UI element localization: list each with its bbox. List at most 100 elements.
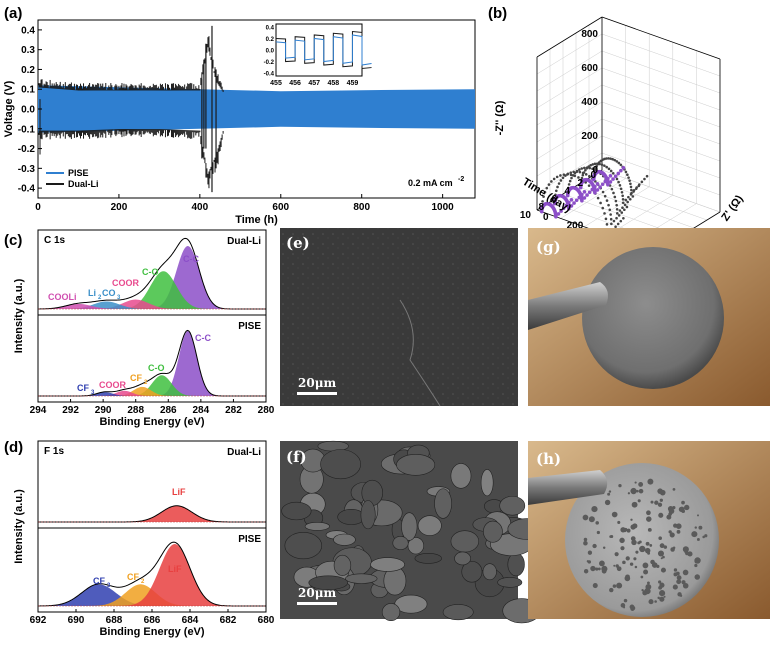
label-lif-pise: LiF: [168, 564, 182, 574]
panel-label-g: (g): [536, 238, 561, 256]
time-tick-label-b: 8: [538, 202, 544, 213]
surface-speckle: [602, 546, 606, 549]
series-pise-point: [567, 200, 571, 205]
series-dual-point: [615, 212, 619, 215]
series-dual-point: [618, 184, 622, 187]
surface-speckle: [666, 514, 672, 520]
scale-bar-f: [297, 602, 337, 605]
surface-speckle: [676, 575, 682, 581]
surface-speckle: [637, 499, 641, 503]
series-dual-point: [593, 162, 597, 166]
zr-tick-label-b: 200: [567, 220, 584, 231]
surface-speckle: [659, 498, 663, 502]
series-pise-point: [613, 174, 618, 179]
series-pise-point: [606, 176, 610, 181]
series-dual-point: [622, 217, 625, 220]
surface-speckle: [587, 550, 593, 555]
annotation-current: 0.2 mA cm: [408, 178, 453, 188]
surface-speckle: [627, 492, 631, 495]
surface-speckle: [672, 584, 678, 590]
series-dual-point: [557, 182, 561, 185]
y-axis-label-b: -Z'' (Ω): [494, 100, 506, 135]
surface-speckle: [702, 535, 705, 539]
series-pise-point: [608, 180, 613, 184]
surface-speckle: [590, 565, 596, 572]
sem-grain: [497, 577, 523, 588]
z-tick-label-b: 600: [581, 63, 598, 74]
panel-name-dual-li: Dual-Li: [227, 236, 261, 247]
scale-label-f: 20μm: [298, 586, 336, 600]
surface-speckle: [638, 488, 644, 494]
series-dual-point: [581, 171, 585, 175]
y-axis-label-c: Intensity (a.u.): [13, 278, 25, 353]
surface-speckle: [623, 598, 628, 603]
surface-speckle: [591, 505, 598, 513]
series-dual-point: [595, 162, 599, 166]
series-pise-point: [561, 206, 566, 211]
surface-speckle: [612, 584, 617, 588]
series-dual-point: [584, 181, 587, 184]
series-dual-point: [578, 170, 582, 174]
series-dual-point: [610, 187, 614, 191]
surface-speckle: [654, 500, 659, 505]
grid-b: [584, 186, 650, 228]
series-dual-point: [569, 171, 573, 174]
panel-label-h: (h): [536, 450, 561, 468]
surface-speckle: [636, 489, 639, 493]
x-tick-label-c: 282: [225, 405, 242, 416]
surface-speckle: [676, 579, 682, 585]
series-dual-point: [566, 173, 569, 176]
series-pise-point: [569, 198, 574, 202]
series-dual-point: [626, 173, 629, 176]
series-dual-point: [629, 185, 633, 189]
x-tick-label-c: 286: [160, 405, 177, 416]
series-dual-point: [572, 170, 575, 174]
y-tick-label-a: -0.2: [18, 144, 36, 155]
series-dual-point: [621, 201, 625, 205]
series-dual-point: [600, 163, 604, 166]
surface-speckle: [618, 483, 622, 488]
surface-speckle: [635, 550, 639, 554]
surface-speckle: [650, 500, 654, 504]
sem-grain: [442, 604, 474, 621]
surface-speckle: [667, 506, 674, 512]
time-tick-label-b: 6: [551, 194, 557, 205]
series-dual-point: [580, 167, 584, 170]
x-tick-label-c: 280: [258, 405, 275, 416]
surface-speckle: [659, 543, 665, 549]
x-axis-label-d: Binding Energy (eV): [99, 626, 204, 638]
series-dual-point: [621, 206, 624, 209]
chart-b: 0200400600800024681002004006008001000-Z'…: [494, 16, 746, 265]
surface-speckle: [595, 521, 599, 525]
sem-grain: [482, 563, 497, 581]
surface-speckle: [650, 559, 655, 565]
photo-h: (h): [528, 441, 770, 619]
series-dual-point: [625, 205, 629, 209]
surface-speckle: [630, 524, 636, 530]
x-tick-label-a: 0: [35, 202, 41, 213]
label-cf2-d: CF: [127, 572, 139, 582]
plot-frame-c: [37, 229, 267, 403]
panel-name-pise: PISE: [238, 321, 261, 332]
peak-coor: [38, 299, 266, 309]
series-pise-point: [585, 193, 589, 197]
x-tick-label-d: 682: [220, 615, 237, 626]
surface-speckle: [660, 567, 666, 573]
label-cf3-sub: 3: [91, 390, 95, 396]
surface-speckle: [677, 592, 682, 597]
series-dual-point: [609, 157, 612, 160]
x-tick-label-a: 400: [192, 202, 209, 213]
series-dual-point: [562, 173, 566, 176]
scale-bar-e: [297, 392, 337, 395]
series-dual-point: [588, 174, 591, 178]
surface-speckle: [704, 534, 708, 538]
surface-speckle: [610, 534, 614, 539]
series-pise-point: [556, 212, 561, 216]
label-coor-pise: COOR: [99, 380, 127, 390]
series-dual-point: [607, 167, 611, 171]
surface-speckle: [663, 595, 666, 598]
grid-b: [536, 67, 603, 109]
y-axis-label-a: Voltage (V): [3, 80, 15, 137]
surface-speckle: [643, 569, 649, 575]
series-dual-point: [585, 166, 589, 170]
